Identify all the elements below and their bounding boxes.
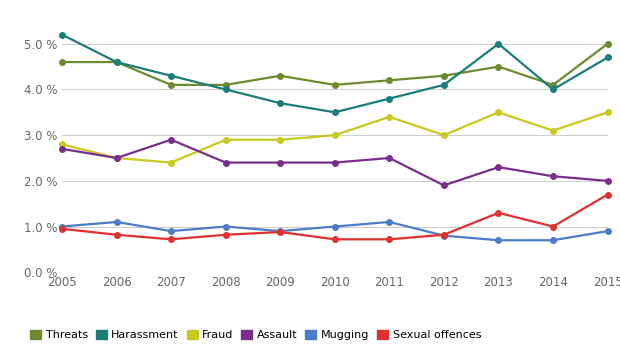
Fraud xyxy=(386,115,393,119)
Sexual offences xyxy=(549,224,557,229)
Fraud xyxy=(331,133,339,137)
Threats xyxy=(331,83,339,87)
Harassment xyxy=(604,55,611,60)
Sexual offences xyxy=(331,237,339,242)
Harassment xyxy=(549,87,557,91)
Sexual offences xyxy=(277,230,284,234)
Fraud xyxy=(113,156,120,160)
Threats xyxy=(277,74,284,78)
Fraud xyxy=(222,138,229,142)
Assault xyxy=(222,161,229,165)
Line: Fraud: Fraud xyxy=(60,110,610,165)
Harassment xyxy=(331,110,339,114)
Fraud xyxy=(495,110,502,114)
Line: Threats: Threats xyxy=(60,41,610,88)
Assault xyxy=(386,156,393,160)
Mugging xyxy=(113,220,120,224)
Line: Harassment: Harassment xyxy=(60,32,610,115)
Mugging xyxy=(386,220,393,224)
Fraud xyxy=(277,138,284,142)
Threats xyxy=(386,78,393,82)
Mugging xyxy=(277,229,284,233)
Mugging xyxy=(222,224,229,229)
Sexual offences xyxy=(113,233,120,237)
Harassment xyxy=(58,32,66,37)
Fraud xyxy=(604,110,611,114)
Harassment xyxy=(386,97,393,101)
Harassment xyxy=(440,83,448,87)
Threats xyxy=(222,83,229,87)
Threats xyxy=(549,83,557,87)
Threats xyxy=(604,42,611,46)
Threats xyxy=(58,60,66,64)
Assault xyxy=(113,156,120,160)
Line: Assault: Assault xyxy=(60,137,610,188)
Fraud xyxy=(58,142,66,146)
Mugging xyxy=(167,229,175,233)
Sexual offences xyxy=(167,237,175,242)
Mugging xyxy=(440,233,448,238)
Assault xyxy=(58,147,66,151)
Fraud xyxy=(167,161,175,165)
Mugging xyxy=(58,224,66,229)
Assault xyxy=(331,161,339,165)
Threats xyxy=(167,83,175,87)
Harassment xyxy=(222,87,229,91)
Sexual offences xyxy=(386,237,393,242)
Threats xyxy=(113,60,120,64)
Fraud xyxy=(440,133,448,137)
Sexual offences xyxy=(604,192,611,196)
Sexual offences xyxy=(58,227,66,231)
Assault xyxy=(440,183,448,187)
Sexual offences xyxy=(495,211,502,215)
Assault xyxy=(604,179,611,183)
Sexual offences xyxy=(222,233,229,237)
Harassment xyxy=(167,74,175,78)
Assault xyxy=(549,174,557,178)
Harassment xyxy=(277,101,284,105)
Threats xyxy=(495,65,502,69)
Assault xyxy=(277,161,284,165)
Threats xyxy=(440,74,448,78)
Mugging xyxy=(549,238,557,242)
Assault xyxy=(167,138,175,142)
Legend: Threats, Harassment, Fraud, Assault, Mugging, Sexual offences: Threats, Harassment, Fraud, Assault, Mug… xyxy=(30,329,481,340)
Fraud xyxy=(549,128,557,133)
Line: Sexual offences: Sexual offences xyxy=(60,192,610,242)
Harassment xyxy=(113,60,120,64)
Mugging xyxy=(604,229,611,233)
Harassment xyxy=(495,42,502,46)
Line: Mugging: Mugging xyxy=(60,219,610,243)
Mugging xyxy=(331,224,339,229)
Sexual offences xyxy=(440,233,448,237)
Assault xyxy=(495,165,502,169)
Mugging xyxy=(495,238,502,242)
